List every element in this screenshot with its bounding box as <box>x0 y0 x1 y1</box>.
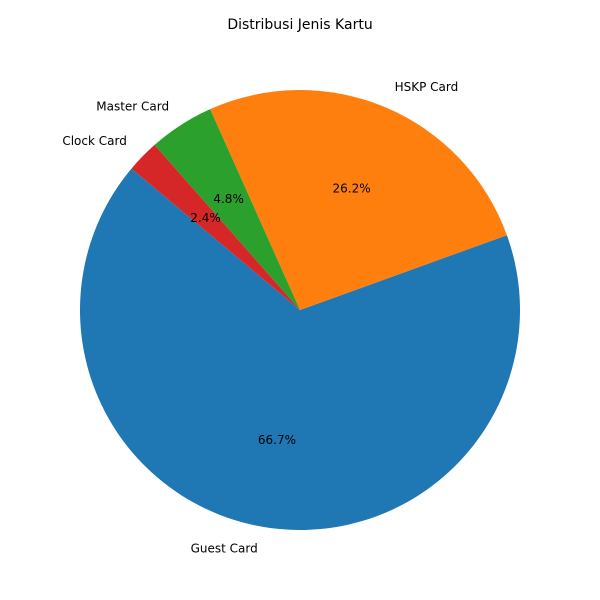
slice-label-clock-card: Clock Card <box>62 134 127 148</box>
pie-slice-hskp-card <box>210 90 507 310</box>
pie-slices <box>79 90 520 531</box>
slice-label-hskp-card: HSKP Card <box>395 80 459 94</box>
slice-label-master-card: Master Card <box>96 99 169 113</box>
chart-title: Distribusi Jenis Kartu <box>227 17 372 33</box>
slice-percent-guest-card: 66.7% <box>258 433 296 447</box>
pie-slice-guest-card <box>79 168 520 531</box>
pie-slice-clock-card <box>131 144 300 310</box>
slice-percent-hskp-card: 26.2% <box>333 181 371 195</box>
pie-slice-master-card <box>154 109 300 310</box>
slice-percent-master-card: 4.8% <box>213 192 244 206</box>
slice-label-guest-card: Guest Card <box>191 541 258 555</box>
pie-labels: Guest Card 66.7% HSKP Card 26.2% Master Card… <box>62 80 458 555</box>
slice-percent-clock-card: 2.4% <box>190 211 221 225</box>
